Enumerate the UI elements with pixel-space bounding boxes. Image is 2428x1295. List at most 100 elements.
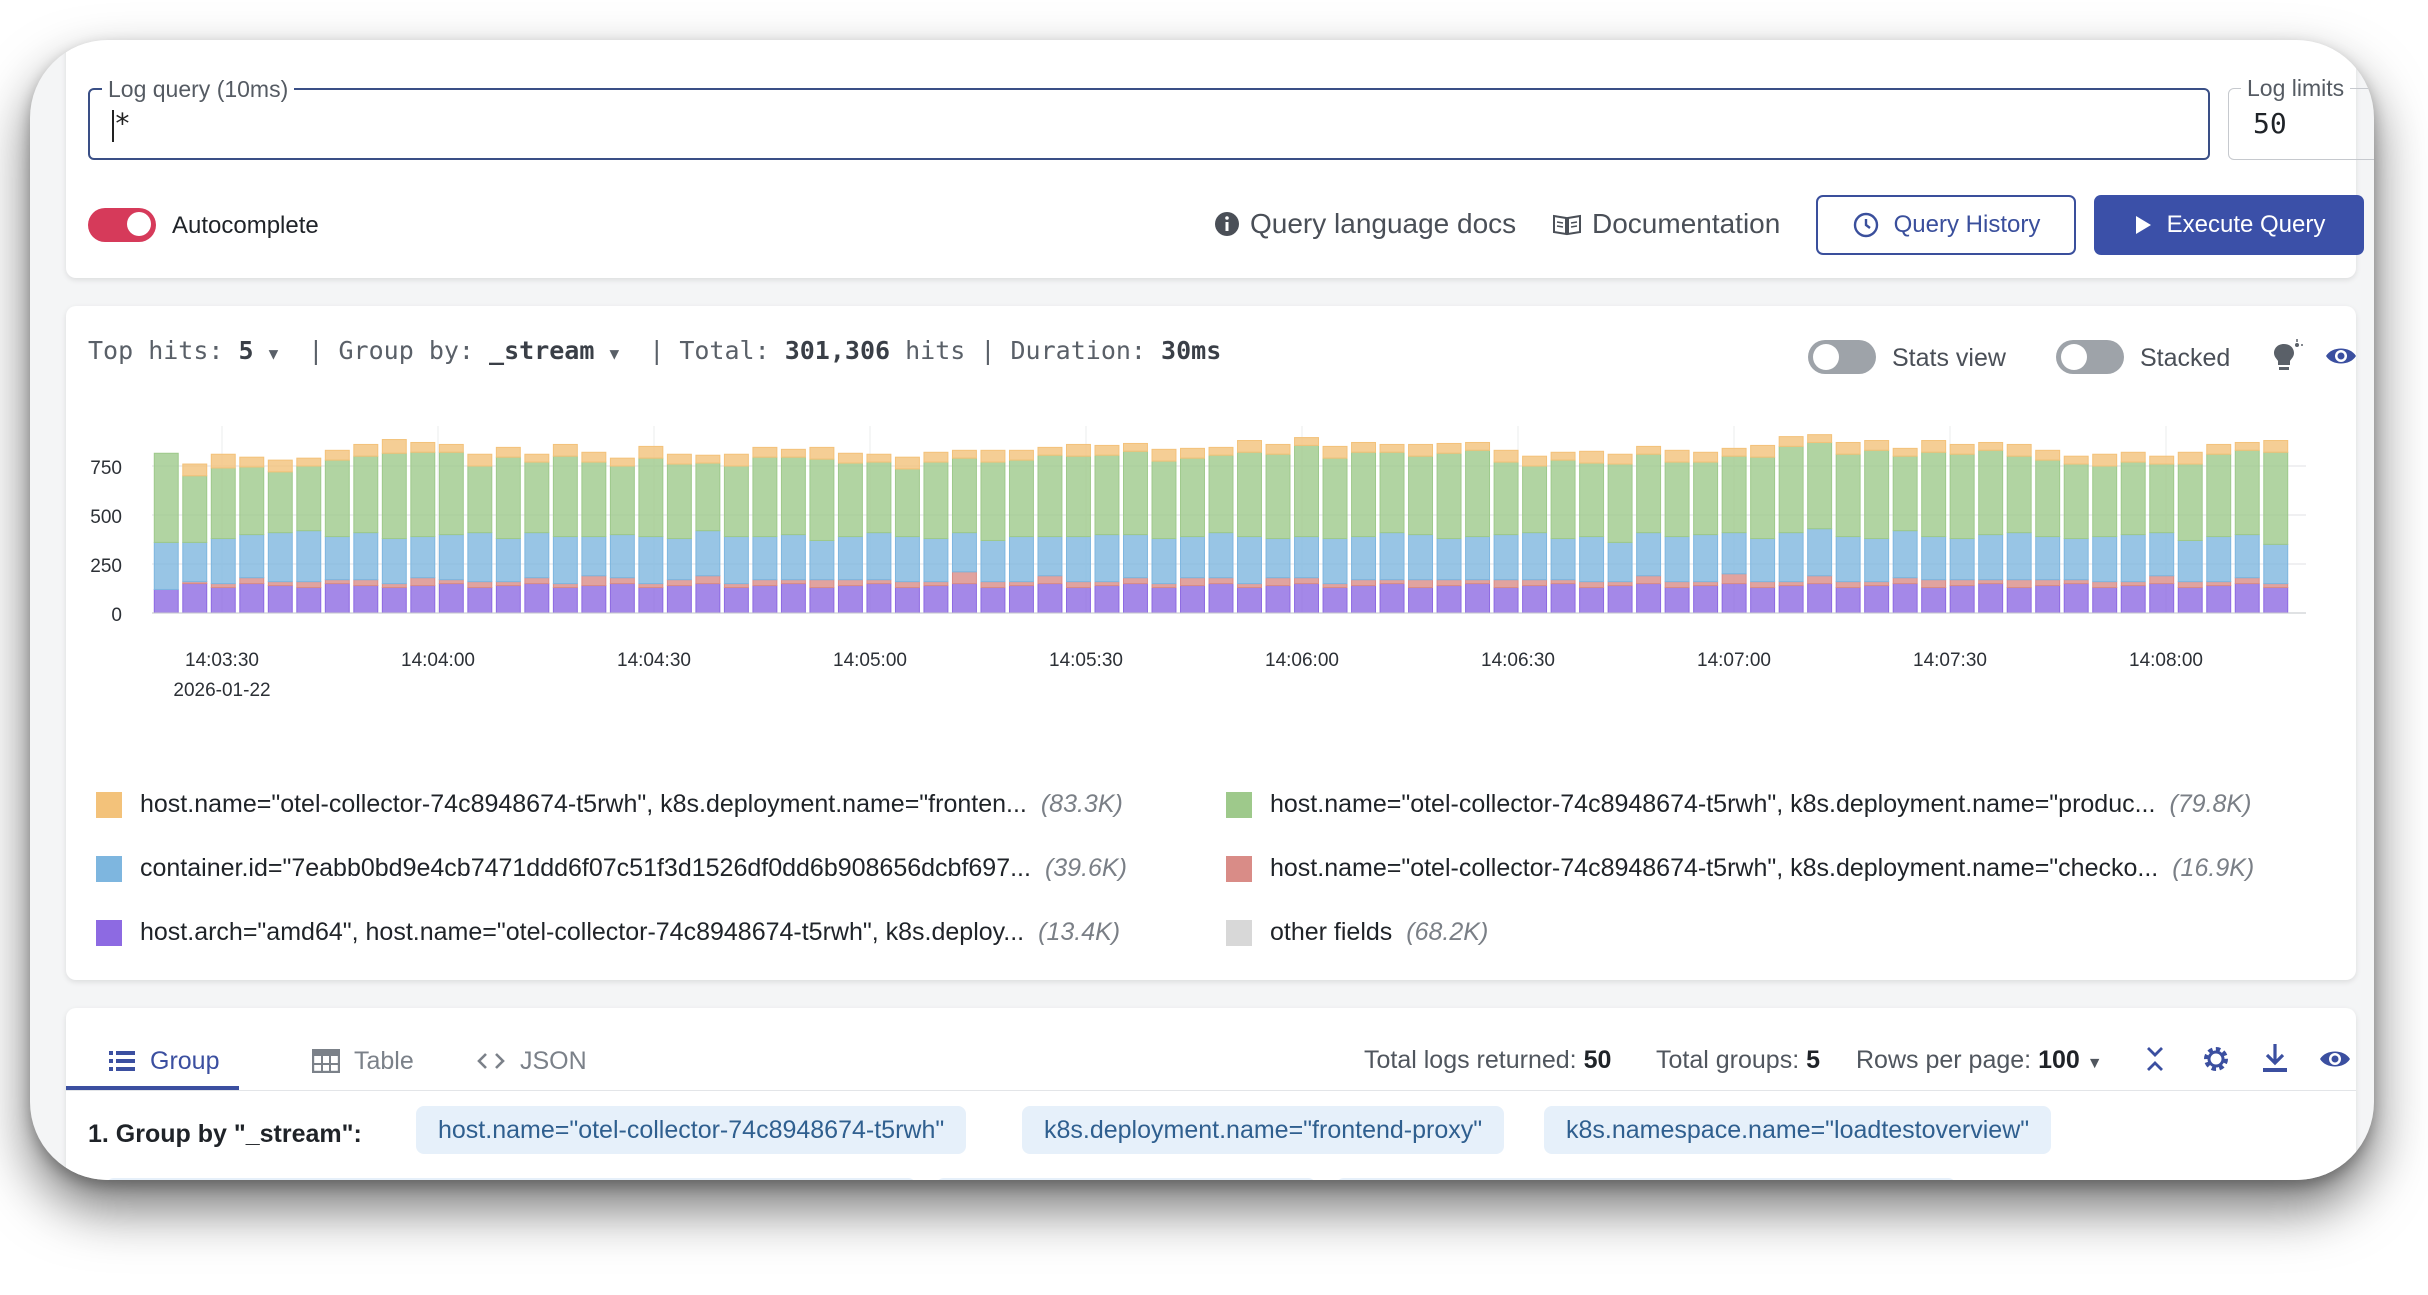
bar-segment-green [410,451,436,538]
bar-segment-blue [524,532,550,579]
stream-chip[interactable]: k8s.namespace.name="loadtestoverview" [1544,1106,2052,1154]
bar-segment-orange [866,453,892,463]
legend-item[interactable]: host.arch="amd64", host.name="otel-colle… [96,918,1120,947]
bar-segment-red [723,583,749,589]
log-limits-field[interactable]: Log limits 50 [2228,75,2374,160]
stream-chip[interactable]: k8s.deployment.name="frontend-proxy" [1022,1106,1505,1154]
bar-segment-purple [381,587,407,614]
eye-icon[interactable] [2318,1045,2352,1073]
legend-series-count: (68.2K) [1406,918,1489,946]
stream-chip[interactable] [936,1178,1316,1180]
bar-segment-blue [467,532,493,583]
legend-item[interactable]: host.name="otel-collector-74c8948674-t5r… [1226,854,2254,883]
bar-segment-orange [1493,449,1519,463]
legend-item[interactable]: host.name="otel-collector-74c8948674-t5r… [96,790,1123,819]
query-language-docs-link[interactable]: Query language docs [1214,208,1516,240]
log-query-input[interactable]: * [114,107,131,140]
bar-segment-blue [552,536,578,585]
bar-segment-orange [1294,437,1319,446]
bar-segment-orange [1664,449,1690,463]
bar-segment-red [2092,581,2118,589]
bar-segment-blue [153,541,179,590]
bar-segment-red [1037,575,1063,585]
bar-segment-purple [923,585,949,614]
bar-segment-orange [1522,455,1548,467]
tab-json[interactable]: JSON [476,1036,587,1086]
log-limits-input[interactable]: 50 [2253,107,2287,140]
bar-segment-orange [894,456,920,470]
bar-segment-blue [695,530,721,577]
bar-segment-purple [1351,585,1377,614]
stream-chip[interactable]: host.name="otel-collector-74c8948674-t5r… [416,1106,967,1154]
rows-per-page-value: 100 [2038,1046,2080,1074]
stacked-toggle[interactable] [2056,340,2124,374]
bar-segment-purple [1835,587,1861,614]
bar-segment-red [410,577,436,587]
group-by-select[interactable]: _stream [489,336,595,365]
y-tick-label: 0 [111,605,122,626]
bar-segment-blue [1636,532,1662,577]
tab-table[interactable]: Table [312,1036,414,1086]
stream-chip[interactable] [106,1178,916,1180]
bar-segment-orange [1807,434,1833,443]
chart-summary: Top hits: 5 ▼ | Group by: _stream ▼ | To… [88,336,1221,365]
execute-query-label: Execute Query [2166,211,2326,238]
bar-segment-green [438,451,464,536]
bar-segment-purple [1892,583,1918,614]
bar-segment-red [809,579,835,589]
bar-segment-orange [2092,453,2118,467]
bar-segment-red [2206,581,2232,587]
bar-segment-blue [1550,538,1576,581]
y-tick-label: 750 [90,458,122,479]
legend-item[interactable]: other fields (68.2K) [1226,918,1488,947]
chevron-down-icon: ▼ [268,344,279,363]
legend-item[interactable]: host.name="otel-collector-74c8948674-t5r… [1226,790,2251,819]
legend-item[interactable]: container.id="7eabb0bd9e4cb7471ddd6f07c5… [96,854,1127,883]
bar-segment-orange [980,449,1006,463]
bar-segment-red [1151,583,1177,589]
bar-segment-orange [2263,440,2289,453]
bar-segment-blue [780,534,806,581]
documentation-link[interactable]: Documentation [1552,208,1780,240]
tabs-divider [66,1090,2356,1091]
bar-segment-green [1835,453,1861,538]
bar-segment-orange [438,443,464,453]
autocomplete-toggle[interactable] [88,208,156,242]
bar-segment-blue [2006,532,2032,581]
log-query-field[interactable]: Log query (10ms) * [88,76,2210,160]
bar-segment-blue [1322,538,1348,585]
execute-query-button[interactable]: Execute Query [2094,195,2364,255]
eye-icon[interactable] [2324,342,2358,370]
bar-segment-green [609,465,635,536]
bar-segment-green [296,465,322,532]
rows-per-page-select[interactable]: Rows per page: 100 ▼ [1856,1046,2103,1075]
bar-segment-blue [866,532,892,581]
bar-segment-red [1807,575,1833,585]
tab-group[interactable]: Group [108,1036,219,1086]
bar-segment-blue [267,532,293,583]
download-icon[interactable] [2260,1042,2290,1074]
stats-view-toggle[interactable] [1808,340,1876,374]
bar-segment-purple [809,587,835,614]
log-query-label: Log query (10ms) [102,76,295,103]
legend-swatch [1226,855,1252,882]
bar-segment-green [239,466,265,536]
bar-segment-orange [1835,441,1861,455]
bar-segment-purple [210,587,236,614]
gear-icon[interactable] [2200,1043,2232,1075]
bar-segment-purple [438,583,464,614]
bar-segment-blue [894,536,920,583]
lightbulb-icon[interactable] [2268,338,2304,374]
bar-segment-orange [609,457,635,467]
legend-series-name: container.id="7eabb0bd9e4cb7471ddd6f07c5… [140,854,1031,882]
bar-segment-red [752,579,778,587]
stream-chip[interactable] [1336,1178,1956,1180]
top-hits-select[interactable]: 5 [238,336,254,365]
query-history-button[interactable]: Query History [1816,195,2076,255]
bar-segment-blue [1579,536,1605,583]
bar-segment-blue [1465,536,1491,581]
collapse-icon[interactable] [2140,1044,2170,1074]
bar-segment-red [695,575,721,585]
bar-segment-purple [1180,585,1205,614]
bar-segment-purple [1037,583,1063,614]
